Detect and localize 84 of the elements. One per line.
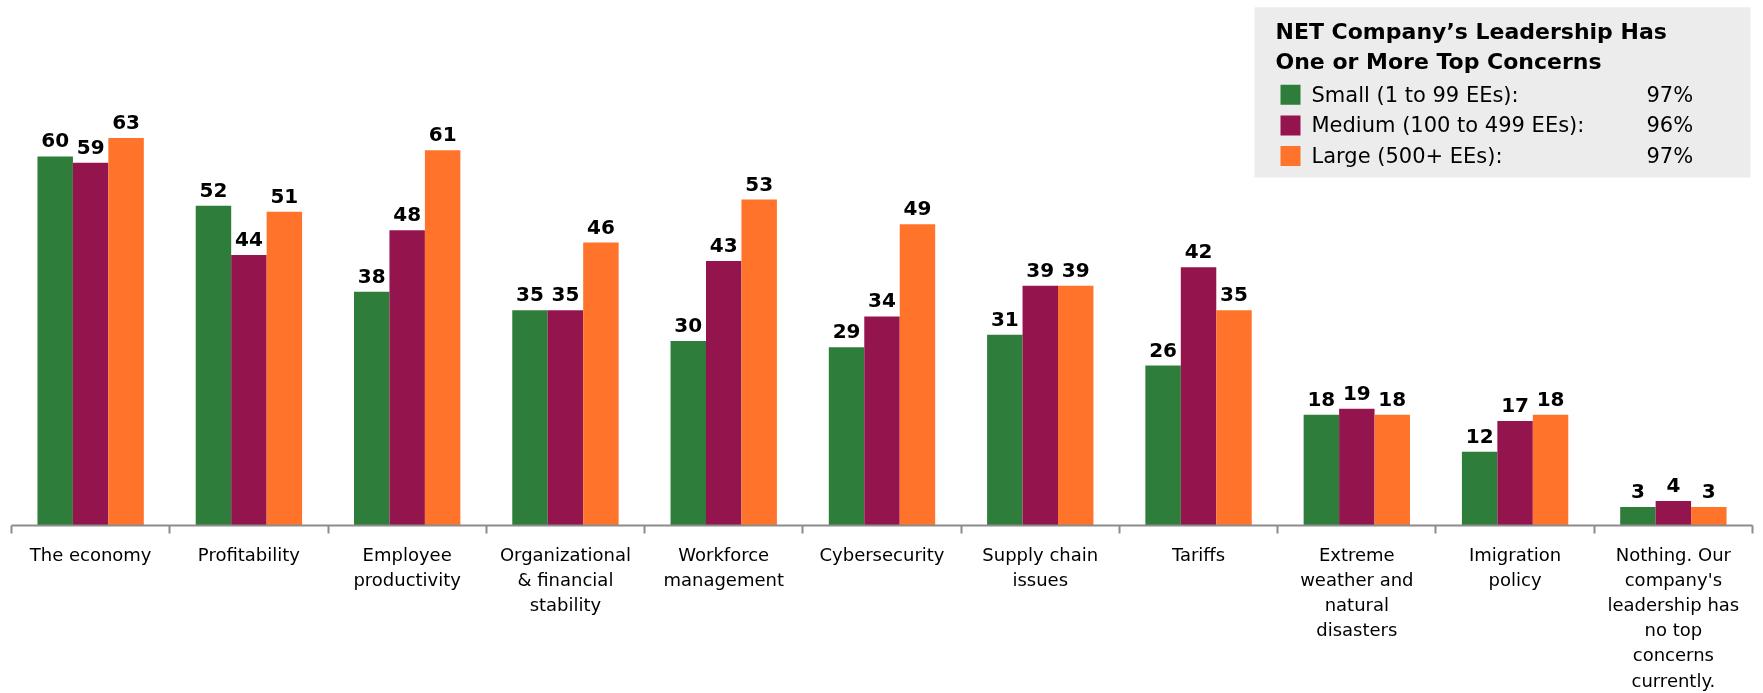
data-label: 31 bbox=[990, 306, 1019, 331]
data-label: 53 bbox=[745, 171, 774, 196]
bar bbox=[37, 156, 73, 526]
bar bbox=[266, 211, 303, 526]
data-label: 48 bbox=[393, 202, 422, 227]
bar bbox=[354, 291, 390, 526]
data-label: 17 bbox=[1501, 392, 1530, 417]
x-tick-label: Workforce management bbox=[663, 543, 785, 590]
x-tick-label: Employee productivity bbox=[353, 543, 462, 590]
data-label: 59 bbox=[76, 134, 105, 159]
annotation: 97% bbox=[1646, 144, 1694, 169]
bar bbox=[72, 162, 109, 526]
data-label: 60 bbox=[41, 128, 70, 153]
data-label: 35 bbox=[1220, 282, 1248, 307]
data-label: 34 bbox=[868, 288, 896, 313]
data-label: 18 bbox=[1307, 386, 1336, 411]
data-label: 52 bbox=[199, 177, 228, 202]
bar bbox=[547, 310, 584, 526]
x-tick-label: Organizational & financial stability bbox=[499, 543, 632, 615]
data-label: 26 bbox=[1149, 337, 1178, 362]
x-tick-label: Tariffs bbox=[1170, 543, 1226, 565]
bar bbox=[1691, 507, 1727, 526]
data-label: 38 bbox=[357, 263, 386, 288]
data-label: 39 bbox=[1061, 257, 1090, 282]
data-label: 3 bbox=[1701, 479, 1716, 504]
bar bbox=[1216, 310, 1252, 526]
data-label: 49 bbox=[903, 196, 932, 221]
text: 96% bbox=[1646, 113, 1694, 138]
data-label: 19 bbox=[1342, 380, 1371, 405]
bar bbox=[108, 138, 144, 526]
bar bbox=[1303, 414, 1340, 526]
bar bbox=[741, 199, 777, 526]
x-tick-label: Supply chain issues bbox=[982, 543, 1099, 590]
bar bbox=[1145, 365, 1181, 526]
bar bbox=[195, 205, 232, 526]
bar bbox=[389, 230, 425, 526]
data-label: 35 bbox=[551, 282, 580, 307]
bar bbox=[1339, 408, 1375, 526]
bar bbox=[512, 310, 548, 526]
x-tick-label: Extreme weather and natural disasters bbox=[1300, 543, 1414, 641]
data-label: 42 bbox=[1184, 239, 1213, 264]
bar bbox=[583, 242, 619, 526]
bar bbox=[231, 254, 267, 526]
bar bbox=[706, 261, 742, 526]
data-label: 4 bbox=[1666, 472, 1681, 497]
bar bbox=[1180, 267, 1217, 526]
data-label: 63 bbox=[112, 110, 141, 135]
bar bbox=[1655, 500, 1692, 526]
legend-label: Large (500+ EEs): bbox=[1311, 144, 1503, 169]
text: 97% bbox=[1646, 82, 1694, 107]
data-label: 44 bbox=[234, 226, 263, 251]
data-label: 12 bbox=[1465, 423, 1494, 448]
data-label: 43 bbox=[709, 233, 738, 258]
data-label: 51 bbox=[270, 183, 299, 208]
data-label: 3 bbox=[1630, 479, 1645, 504]
data-label: 35 bbox=[516, 282, 544, 307]
data-label: 18 bbox=[1536, 386, 1565, 411]
bar bbox=[899, 224, 936, 526]
x-tick-label: Imigration policy bbox=[1469, 543, 1562, 590]
x-tick-label: The economy bbox=[28, 543, 152, 565]
bar bbox=[987, 334, 1023, 526]
data-label: 46 bbox=[586, 214, 615, 239]
data-label: 29 bbox=[832, 319, 861, 344]
bar bbox=[1058, 285, 1094, 526]
x-tick-label: Cybersecurity bbox=[819, 543, 945, 565]
bar bbox=[1532, 414, 1569, 526]
bar bbox=[1374, 414, 1410, 526]
x-tick-label: Nothing. Our company's leadership has no top concerns currently. bbox=[1607, 543, 1740, 691]
data-label: 30 bbox=[674, 313, 703, 337]
bar bbox=[864, 316, 900, 526]
bar bbox=[1620, 507, 1656, 526]
bar bbox=[424, 150, 461, 526]
bar bbox=[828, 347, 865, 526]
data-label: 39 bbox=[1026, 257, 1055, 282]
bar bbox=[670, 341, 706, 526]
data-label: 18 bbox=[1378, 386, 1407, 411]
legend-title: NET Company’s Leadership Has One or More Top Concerns bbox=[1275, 19, 1667, 75]
x-tick-label: Profitability bbox=[197, 543, 301, 565]
legend-label: Small (1 to 99 EEs): bbox=[1311, 82, 1519, 107]
bar bbox=[1497, 420, 1533, 526]
data-label: 61 bbox=[428, 122, 457, 147]
bar bbox=[1022, 285, 1058, 526]
legend-label: Medium (100 to 499 EEs): bbox=[1311, 113, 1585, 138]
bar bbox=[1461, 451, 1498, 526]
